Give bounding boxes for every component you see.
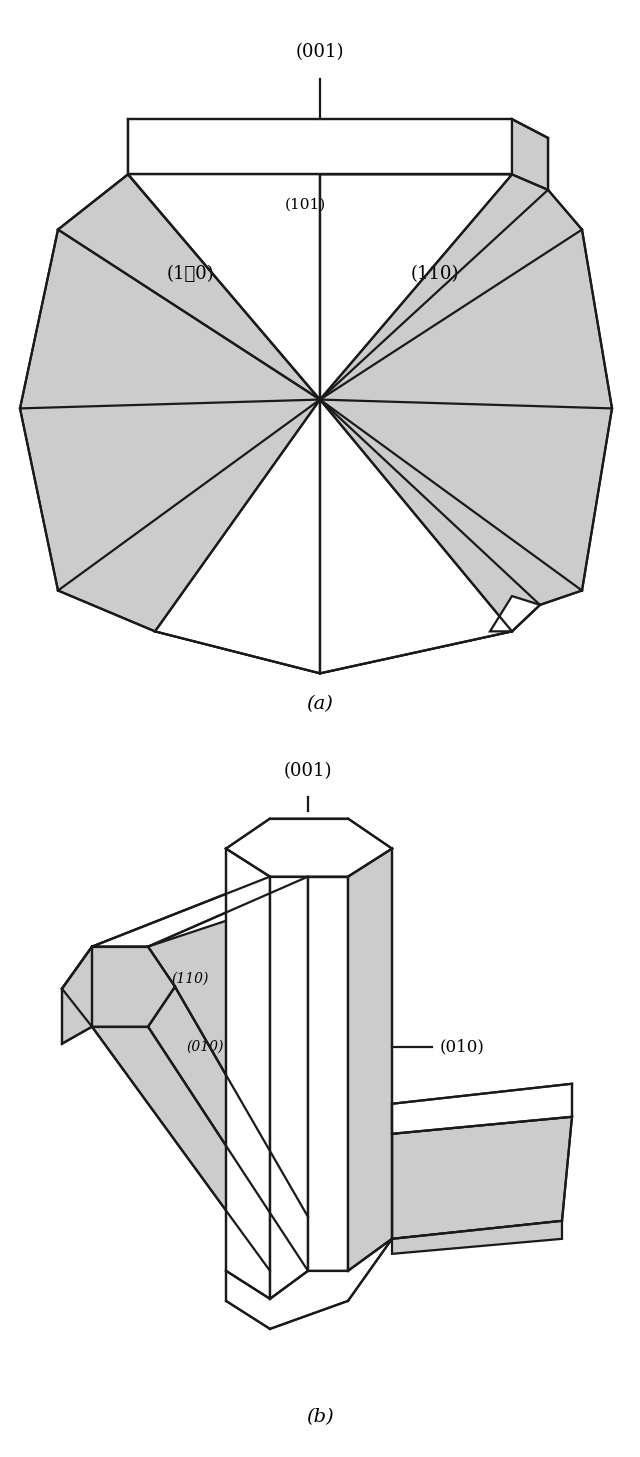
Polygon shape bbox=[155, 399, 320, 673]
Text: (110): (110) bbox=[172, 972, 209, 986]
Polygon shape bbox=[148, 986, 308, 1271]
Polygon shape bbox=[226, 848, 270, 1298]
Text: (010): (010) bbox=[186, 1040, 224, 1053]
Text: (10): (10) bbox=[252, 896, 292, 911]
Polygon shape bbox=[226, 819, 392, 877]
Text: (001): (001) bbox=[284, 762, 332, 781]
Polygon shape bbox=[58, 175, 320, 399]
Polygon shape bbox=[308, 877, 348, 1271]
Polygon shape bbox=[392, 1221, 562, 1254]
Polygon shape bbox=[320, 399, 512, 673]
Polygon shape bbox=[128, 175, 320, 399]
Polygon shape bbox=[92, 1027, 308, 1271]
Polygon shape bbox=[512, 119, 548, 189]
Polygon shape bbox=[128, 119, 512, 175]
Text: (001): (001) bbox=[296, 42, 344, 61]
Polygon shape bbox=[392, 1084, 572, 1134]
Text: (101): (101) bbox=[284, 197, 326, 211]
Polygon shape bbox=[392, 1116, 572, 1238]
Polygon shape bbox=[348, 848, 392, 1271]
Polygon shape bbox=[92, 877, 308, 947]
Polygon shape bbox=[62, 947, 92, 1043]
Polygon shape bbox=[148, 893, 308, 1217]
Text: (010): (010) bbox=[440, 1039, 485, 1055]
Text: (10): (10) bbox=[166, 265, 214, 283]
Polygon shape bbox=[62, 947, 175, 1027]
Polygon shape bbox=[92, 877, 308, 947]
Text: (110): (110) bbox=[411, 265, 460, 283]
Polygon shape bbox=[490, 596, 540, 631]
Polygon shape bbox=[270, 877, 308, 1298]
Text: (a): (a) bbox=[307, 695, 333, 714]
Text: (001): (001) bbox=[83, 983, 121, 998]
Polygon shape bbox=[20, 119, 612, 673]
Text: (110): (110) bbox=[309, 896, 351, 911]
Polygon shape bbox=[226, 1238, 392, 1329]
Text: (b): (b) bbox=[306, 1407, 334, 1426]
Polygon shape bbox=[320, 175, 512, 399]
